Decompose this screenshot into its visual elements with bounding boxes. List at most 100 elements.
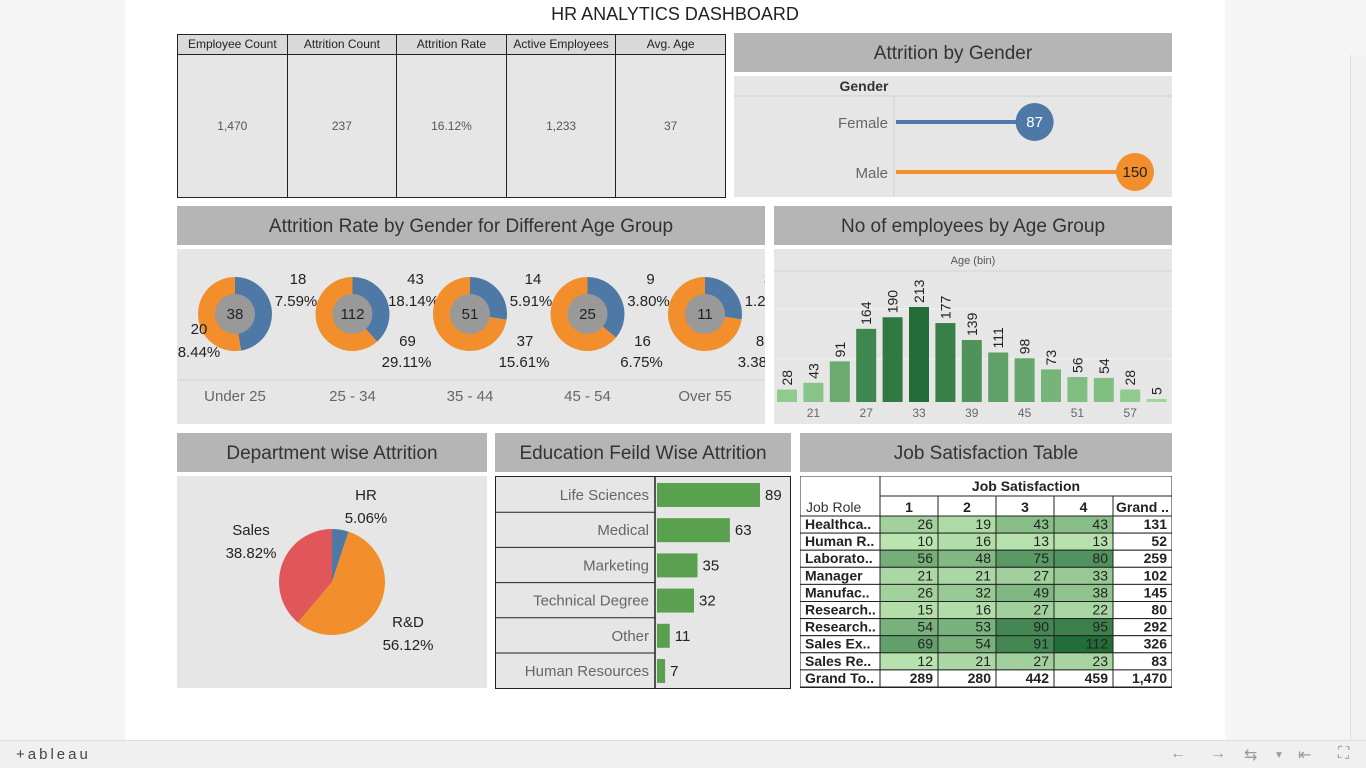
male-pct-label: 8.44% [178,344,221,361]
histogram-bar [1014,358,1035,402]
age-histogram-chart: Age (bin) 28 43 91 164 190 213 177 139 111 98 73 56… [774,255,1172,420]
pie-slice-hr [332,529,349,582]
row-label: Healthca.. [805,516,871,532]
education-bar-chart: Life Sciences 89 Medical 63 Marketing 35 Techn… [496,477,782,688]
male-value-label: 150 [1122,164,1147,181]
donut-center [332,294,373,334]
kpi-value: 237 [331,119,352,133]
histogram-tick-label: 21 [807,406,821,420]
grand-total-value: 102 [1144,567,1168,583]
revert-icon[interactable]: ⇆ [1244,747,1258,764]
job-satisfaction-header: Job Satisfaction Table [800,433,1172,472]
tableau-toolbar: +ableau ← → ⇆ ▼ ⇤ ⛶ [0,740,1366,768]
histogram-bar [935,323,956,402]
education-bar [657,659,666,683]
cell-value: 26 [917,584,933,600]
gender-label-female: Female [838,115,888,132]
histogram-bar-label: 213 [911,279,927,303]
histogram-bar-label: 28 [779,370,795,386]
histogram-bar-label: 98 [1017,339,1033,355]
col-group-label: Job Satisfaction [972,478,1080,494]
row-label: Research.. [805,619,876,635]
education-bar [657,518,730,543]
donut-center [685,294,725,334]
redo-icon[interactable]: → [1210,745,1226,762]
education-bar [657,623,670,648]
histogram-bar-label: 139 [964,312,980,336]
kpi-label: Attrition Rate [397,35,506,55]
histogram-tick-label: 45 [1018,406,1032,420]
cell-value: 80 [1092,550,1108,566]
histogram-bar-label: 177 [937,295,953,319]
donut-center [567,294,608,334]
undo-icon[interactable]: ← [1170,745,1186,762]
histogram-tick-label: 39 [965,406,979,420]
cell-value: 23 [1092,653,1108,669]
cell-value: 43 [1033,516,1049,532]
pie-label-sales: Sales [232,522,270,539]
pie-pct-sales: 38.82% [226,545,277,562]
row-label: Manufac.. [805,584,870,600]
kpi-value: 16.12% [431,119,472,133]
cell-value: 48 [975,550,991,566]
pie-pct-hr: 5.06% [345,510,388,527]
kpi-attrition-rate: Attrition Rate 16.12% [397,35,507,197]
cell-value: 15 [917,602,933,618]
age-gender-panel: 38 18 7.59% 20 8.44% Under 25 112 43 18.14% 69 29.… [177,249,787,424]
education-panel: Life Sciences 89 Medical 63 Marketing 35 Techn… [495,476,791,689]
education-category-label: Life Sciences [560,487,649,504]
histogram-bar-label: 164 [858,301,874,325]
revert-dropdown-icon[interactable]: ▼ [1274,750,1284,761]
histogram-bar-label: 190 [885,290,901,314]
male-pct-label: 29.11% [382,354,432,371]
male-count-label: 16 [634,333,651,350]
cell-value: 90 [1033,619,1049,635]
cell-value: 54 [917,619,933,635]
gender-attrition-panel: Gender Female Male 87 150 [734,76,1172,197]
vertical-scrollbar[interactable] [1350,55,1366,740]
histogram-bar-label: 5 [1149,387,1165,395]
cell-value: 21 [917,567,933,583]
column-header-label: 2 [963,499,971,515]
male-count-label: 69 [399,333,416,350]
fullscreen-icon[interactable]: ⛶ [1338,745,1350,762]
dashboard-title: HR ANALYTICS DASHBOARD [551,4,799,24]
department-panel: HR 5.06% R&D 56.12% Sales 38.82% [177,476,487,688]
female-count-label: 9 [646,271,654,288]
cell-value: 54 [975,636,991,652]
histogram-bar [1041,369,1061,402]
donut-center-label: 11 [697,306,713,323]
histogram-bar [882,317,903,402]
education-value-label: 35 [703,557,720,574]
histogram-bar [856,328,877,402]
kpi-table: Employee Count 1,470 Attrition Count 237… [177,34,726,198]
male-count-label: 8 [756,333,764,350]
grand-total-value: 326 [1144,636,1168,652]
pie-pct-rd: 56.12% [383,637,434,654]
cell-value: 21 [975,567,991,583]
grand-total-value: 1,470 [1132,670,1167,686]
cell-value: 16 [975,602,991,618]
cell-value: 53 [975,619,991,635]
kpi-label: Avg. Age [616,35,725,55]
histogram-xlabel: Age (bin) [951,255,996,267]
donut-center-label: 38 [227,306,244,323]
cell-value: 21 [975,653,991,669]
grand-total-value: 131 [1144,516,1168,532]
kpi-value: 37 [663,119,678,133]
cell-value: 56 [917,550,933,566]
age-histogram-panel: Age (bin) 28 43 91 164 190 213 177 139 111 98 73 56… [774,249,1172,424]
education-category-label: Human Resources [525,663,649,680]
education-category-label: Marketing [583,557,649,574]
pause-icon[interactable]: ⇤ [1298,747,1312,764]
education-value-label: 89 [765,487,782,504]
kpi-value: 1,470 [217,119,248,133]
kpi-label: Attrition Count [287,35,397,55]
gender-attrition-header: Attrition by Gender [734,33,1172,72]
cell-value: 280 [968,670,992,686]
histogram-bar [777,389,797,402]
grand-total-value: 292 [1144,619,1168,635]
cell-value: 289 [910,670,934,686]
female-count-label: 18 [290,271,307,288]
